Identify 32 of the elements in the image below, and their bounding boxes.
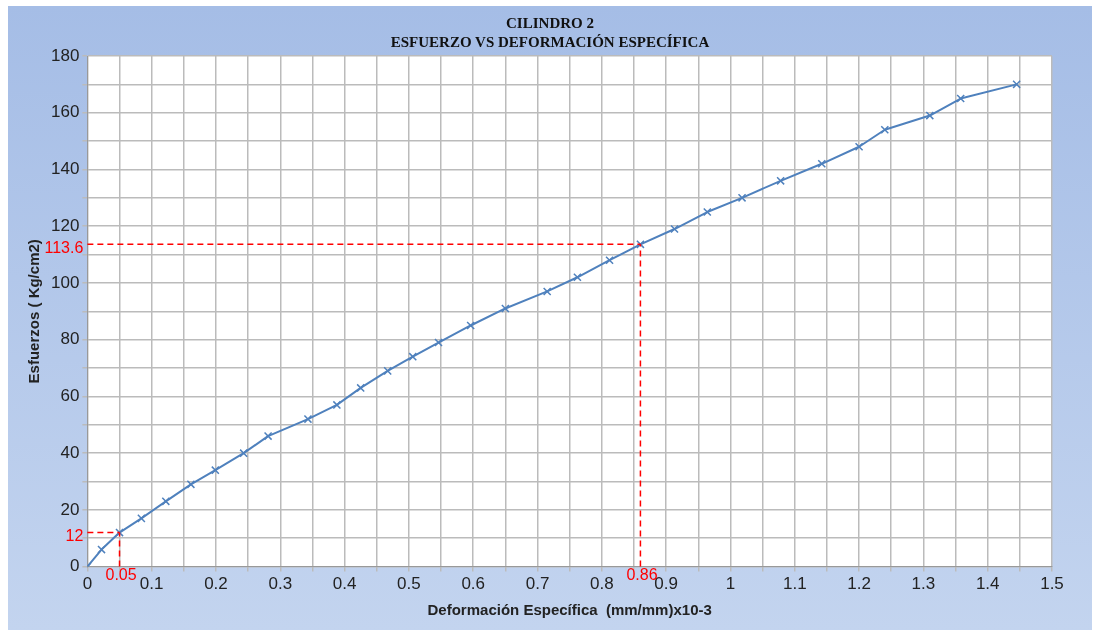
x-tick-label: 0.7: [525, 574, 550, 594]
y-tick-label: 20: [60, 499, 80, 519]
ref-line-label: 113.6: [44, 238, 84, 256]
y-tick-label: 0: [69, 556, 80, 576]
x-tick-label: 0.8: [590, 574, 614, 594]
y-tick-label: 140: [50, 159, 80, 179]
y-tick-label: 80: [60, 329, 80, 349]
x-tick-label: 1.2: [847, 574, 871, 594]
x-tick-label: 0.1: [139, 574, 164, 594]
x-tick-label: 0.3: [268, 574, 293, 594]
x-tick-label: 1.3: [911, 574, 936, 594]
ref-line-label: 12: [65, 526, 84, 544]
x-tick-label: 0: [82, 574, 93, 594]
y-axis-title: Esfuerzos ( Kg/cm2): [25, 239, 43, 384]
x-axis-title: Deformación Específica (mm/mm)x10-3: [427, 601, 712, 619]
y-tick-label: 60: [60, 386, 80, 406]
x-tick-label: 1.4: [975, 574, 1000, 594]
x-tick-label: 0.6: [461, 574, 486, 594]
chart-subtitle: ESFUERZO VS DEFORMACIÓN ESPECÍFICA: [390, 34, 710, 50]
x-tick-label: 0.4: [332, 574, 357, 594]
y-tick-label: 180: [50, 45, 80, 65]
y-tick-label: 160: [50, 102, 80, 122]
x-tick-label: 0.2: [204, 574, 228, 594]
y-tick-label: 120: [50, 215, 80, 235]
y-tick-label: 100: [50, 272, 80, 292]
x-tick-label: 1: [725, 574, 736, 594]
chart-title: CILINDRO 2: [505, 14, 595, 33]
x-tick-label: 1.5: [1040, 574, 1064, 594]
y-tick-label: 40: [60, 442, 80, 462]
x-tick-label: 1.1: [782, 574, 807, 594]
x-tick-label: 0.5: [397, 574, 421, 594]
ref-line-label: 0.05: [105, 566, 137, 584]
